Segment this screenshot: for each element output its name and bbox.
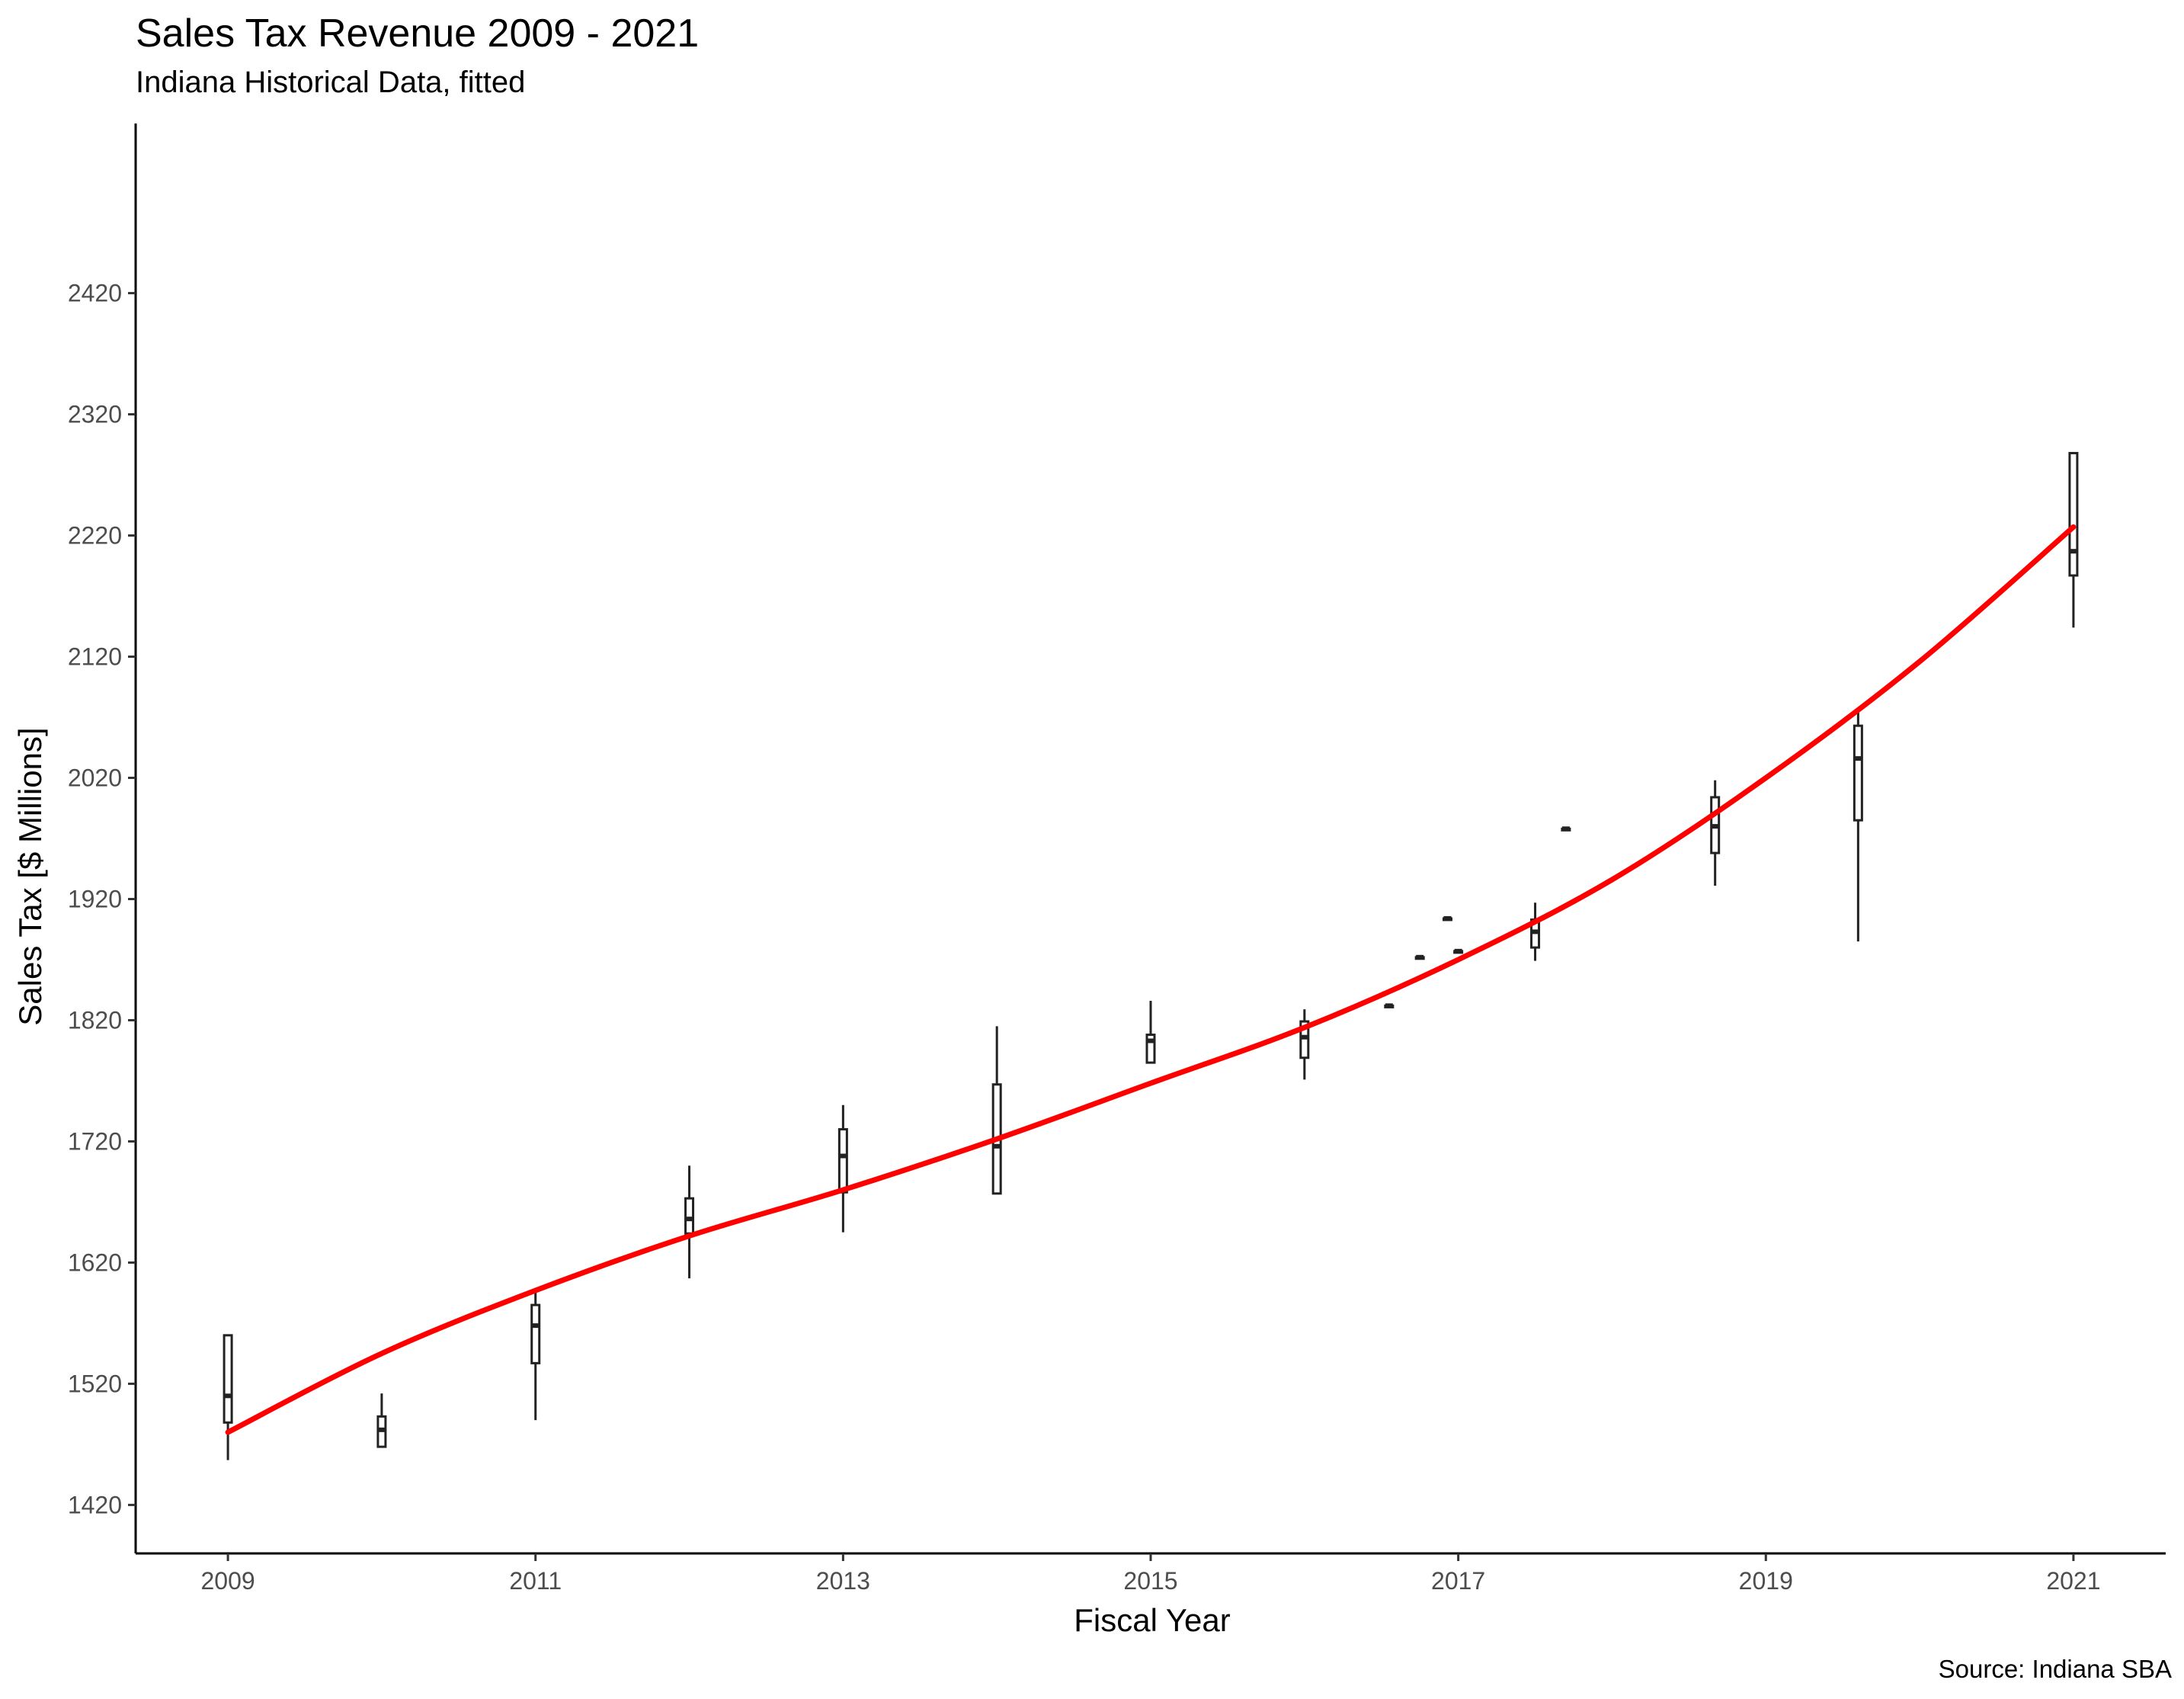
x-axis-label: Fiscal Year [1074,1602,1231,1638]
chart-caption: Source: Indiana SBA [1938,1655,2172,1683]
x-tick-label: 2021 [2046,1567,2100,1595]
y-tick-label: 2220 [68,522,122,550]
y-ticks: 1420 1520 1620 1720 1820 1920 2020 2120 2220 2320… [68,280,136,1518]
y-tick-label: 1820 [68,1006,122,1034]
box [684,1197,695,1235]
boxplot [1414,954,1425,960]
chart-subtitle: Indiana Historical Data, fitted [136,66,526,99]
boxplot [1299,1009,1310,1080]
box [837,1128,848,1194]
boxplot [1561,826,1571,832]
box [530,1303,541,1364]
boxes-layer [223,451,2079,1460]
box [223,1334,233,1424]
x-tick-label: 2011 [509,1567,562,1595]
boxplot [2068,451,2079,628]
y-tick-label: 1420 [68,1491,122,1518]
y-tick-label: 1720 [68,1127,122,1155]
x-ticks: 2009 2011 2013 2015 2017 2019 2021 [200,1553,2101,1595]
y-tick-label: 2120 [68,643,122,671]
x-tick-label: 2017 [1431,1567,1485,1595]
boxplot [837,1104,848,1233]
boxplot [684,1165,695,1279]
boxplot [1710,780,1721,886]
boxplot [223,1334,233,1460]
y-tick-label: 2020 [68,765,122,792]
box [1145,1034,1156,1064]
box [1853,724,1863,822]
boxplot [376,1393,387,1448]
y-axis-label: Sales Tax [$ Millions] [12,727,48,1026]
x-tick-label: 2013 [816,1567,870,1595]
fit-line [225,524,2077,1435]
y-tick-label: 2420 [68,280,122,307]
boxplot [1453,948,1464,954]
chart-title: Sales Tax Revenue 2009 - 2021 [136,11,700,56]
y-tick-label: 1620 [68,1249,122,1276]
box [1299,1020,1310,1059]
y-tick-label: 1520 [68,1370,122,1397]
x-tick-label: 2019 [1739,1567,1793,1595]
y-tick-label: 2320 [68,401,122,428]
box [2068,451,2079,577]
boxplot [1145,1001,1156,1064]
boxplot [1384,1003,1395,1008]
boxplot [1443,915,1453,922]
x-tick-label: 2015 [1123,1567,1177,1595]
boxplot [1853,707,1863,942]
boxplot [1530,902,1541,961]
x-tick-label: 2009 [200,1567,255,1595]
y-tick-label: 1920 [68,885,122,912]
boxplot [530,1290,541,1421]
boxplot [991,1026,1002,1195]
